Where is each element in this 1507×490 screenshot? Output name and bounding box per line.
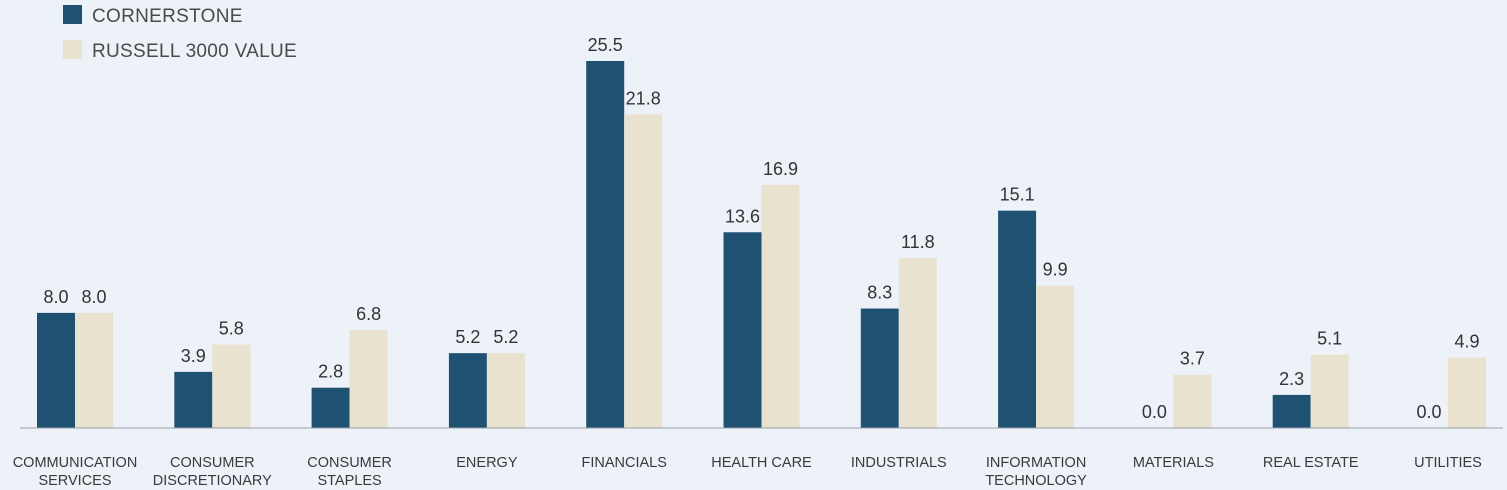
category-label-utilities-line-1: UTILITIES — [1414, 455, 1482, 471]
category-label-industrials-line-1: INDUSTRIALS — [851, 455, 947, 471]
value-label-russell-3000-value-energy: 5.2 — [493, 327, 518, 347]
bar-russell-3000-value-consumer-discretionary — [212, 344, 251, 428]
value-label-russell-3000-value-utilities: 4.9 — [1454, 331, 1479, 351]
bar-cornerstone-energy — [448, 353, 487, 428]
category-label-energy-line-1: ENERGY — [456, 455, 518, 471]
value-label-cornerstone-financials: 25.5 — [588, 35, 623, 55]
value-label-russell-3000-value-materials: 3.7 — [1180, 349, 1205, 369]
value-label-russell-3000-value-consumer-discretionary: 5.8 — [219, 319, 244, 339]
category-label-health-care-line-1: HEALTH CARE — [711, 455, 812, 471]
value-label-cornerstone-consumer-staples: 2.8 — [318, 362, 343, 382]
legend-swatch-russell-3000-value — [63, 40, 82, 59]
value-label-russell-3000-value-real-estate: 5.1 — [1317, 329, 1342, 349]
legend-swatch-cornerstone — [63, 5, 82, 24]
value-label-cornerstone-information-technology: 15.1 — [1000, 185, 1035, 205]
bar-russell-3000-value-energy — [486, 353, 525, 428]
value-label-russell-3000-value-consumer-staples: 6.8 — [356, 304, 381, 324]
bar-russell-3000-value-materials — [1173, 374, 1212, 428]
bars-layer — [37, 61, 1486, 428]
category-label-consumer-staples-line-1: CONSUMER — [307, 455, 392, 471]
value-label-cornerstone-utilities: 0.0 — [1416, 402, 1441, 422]
value-label-cornerstone-real-estate: 2.3 — [1279, 369, 1304, 389]
category-label-consumer-discretionary-line-1: CONSUMER — [170, 455, 255, 471]
category-label-financials-line-1: FINANCIALS — [581, 455, 666, 471]
value-label-cornerstone-industrials: 8.3 — [867, 283, 892, 303]
bar-cornerstone-information-technology — [998, 210, 1037, 428]
bar-russell-3000-value-health-care — [761, 184, 800, 428]
labels-layer: 8.0 8.0 3.9 5.8 2.8 6.8 5.2 5.2 25.5 21.8 13.6 16.9… — [43, 35, 1479, 422]
category-label-communication-services-line-1: COMMUNICATION — [13, 455, 138, 471]
bar-cornerstone-consumer-staples — [311, 387, 350, 428]
category-label-consumer-discretionary-line-2: DISCRETIONARY — [153, 473, 272, 489]
bar-russell-3000-value-real-estate — [1310, 354, 1349, 428]
value-label-cornerstone-consumer-discretionary: 3.9 — [181, 346, 206, 366]
value-label-russell-3000-value-financials: 21.8 — [626, 88, 661, 108]
value-label-cornerstone-energy: 5.2 — [455, 327, 480, 347]
legend-label-cornerstone: CORNERSTONE — [92, 6, 243, 27]
category-labels: COMMUNICATION SERVICES CONSUMER DISCRETIONA… — [13, 455, 1482, 489]
bar-cornerstone-industrials — [860, 308, 899, 428]
value-label-russell-3000-value-health-care: 16.9 — [763, 159, 798, 179]
bar-russell-3000-value-financials — [624, 114, 663, 428]
value-label-cornerstone-communication-services: 8.0 — [43, 287, 68, 307]
bar-russell-3000-value-utilities — [1448, 357, 1486, 428]
value-label-cornerstone-health-care: 13.6 — [725, 206, 760, 226]
category-label-communication-services-line-2: SERVICES — [38, 473, 111, 489]
value-label-russell-3000-value-communication-services: 8.0 — [81, 287, 106, 307]
legend-label-russell-3000-value: RUSSELL 3000 VALUE — [92, 41, 297, 62]
value-label-russell-3000-value-industrials: 11.8 — [901, 232, 935, 252]
value-label-russell-3000-value-information-technology: 9.9 — [1043, 260, 1068, 280]
category-label-materials-line-1: MATERIALS — [1133, 455, 1214, 471]
bar-cornerstone-communication-services — [37, 312, 75, 428]
bar-russell-3000-value-communication-services — [75, 312, 113, 428]
category-label-information-technology-line-2: TECHNOLOGY — [985, 473, 1087, 489]
bar-cornerstone-health-care — [723, 232, 762, 428]
bar-cornerstone-consumer-discretionary — [174, 371, 213, 428]
category-label-real-estate-line-1: REAL ESTATE — [1263, 455, 1359, 471]
bar-russell-3000-value-industrials — [898, 258, 937, 428]
bar-cornerstone-financials — [586, 61, 625, 428]
category-label-information-technology-line-1: INFORMATION — [986, 455, 1086, 471]
bar-cornerstone-real-estate — [1272, 394, 1311, 428]
value-label-cornerstone-materials: 0.0 — [1142, 402, 1167, 422]
bar-russell-3000-value-consumer-staples — [349, 330, 388, 428]
bar-russell-3000-value-information-technology — [1036, 285, 1075, 428]
category-label-consumer-staples-line-2: STAPLES — [317, 473, 381, 489]
legend: CORNERSTONE RUSSELL 3000 VALUE — [63, 5, 297, 62]
